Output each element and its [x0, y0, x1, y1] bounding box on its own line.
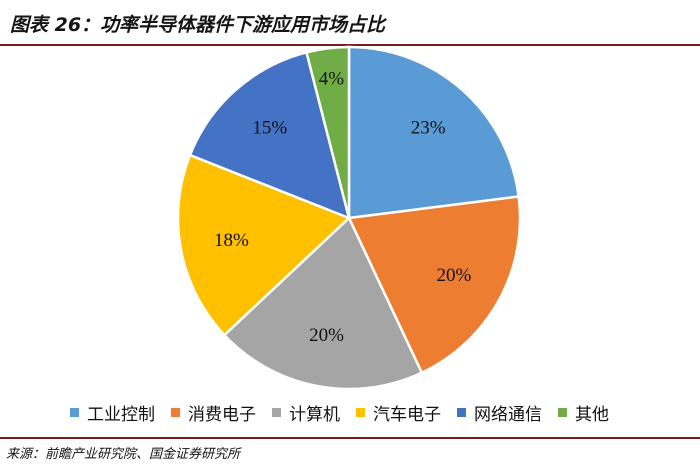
slice-label-3: 20% — [309, 325, 344, 346]
slice-label-4: 18% — [214, 230, 249, 251]
pie-slice-2 — [347, 195, 522, 375]
legend-item-2: 消费电子 — [171, 400, 256, 425]
legend-item-5: 网络通信 — [457, 400, 542, 425]
pie-chart: 23% 20% 20% 18% 15% 4% — [176, 45, 522, 391]
legend-label: 计算机 — [289, 404, 340, 425]
legend-swatch — [272, 407, 281, 417]
legend-label: 汽车电子 — [373, 404, 441, 425]
pie-slice-1 — [347, 45, 521, 220]
legend-item-3: 计算机 — [272, 400, 340, 425]
legend-label: 其他 — [575, 404, 609, 425]
chart-title: 图表 26：功率半导体器件下游应用市场占比 — [10, 14, 386, 36]
legend-label: 工业控制 — [87, 404, 155, 425]
pie-slice-4 — [176, 153, 352, 337]
slice-label-1: 23% — [411, 118, 446, 139]
slice-label-5: 15% — [252, 118, 287, 139]
slice-label-2: 20% — [436, 265, 471, 286]
pie-slice-6 — [304, 45, 351, 219]
title-bar: 图表 26：功率半导体器件下游应用市场占比 — [0, 0, 700, 46]
slice-label-6: 4% — [319, 68, 345, 89]
legend-label: 网络通信 — [474, 404, 542, 425]
legend-item-1: 工业控制 — [70, 400, 155, 425]
pie-slice-5 — [188, 50, 351, 221]
legend-swatch — [558, 407, 567, 417]
legend-item-6: 其他 — [558, 400, 609, 425]
legend-swatch — [457, 407, 466, 417]
chart-legend: 工业控制 消费电子 计算机 汽车电子 网络通信 其他 — [70, 400, 609, 425]
legend-swatch — [356, 407, 365, 417]
footer-divider — [0, 437, 700, 439]
legend-label: 消费电子 — [188, 404, 256, 425]
legend-item-4: 汽车电子 — [356, 400, 441, 425]
legend-swatch — [70, 407, 79, 417]
source-note: 来源：前瞻产业研究院、国金证券研究所 — [6, 447, 241, 462]
pie-slice-3 — [222, 215, 424, 391]
legend-swatch — [171, 407, 180, 417]
